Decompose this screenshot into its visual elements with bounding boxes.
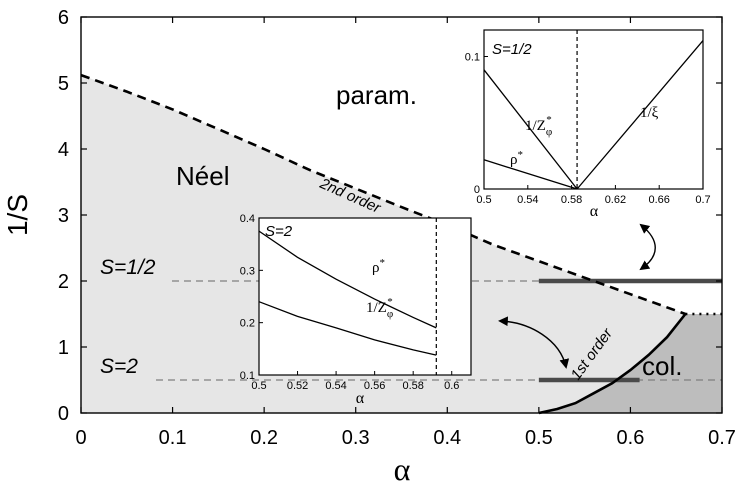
it-y-tick-label: 0	[474, 184, 480, 196]
inset-s-half-x-ticks: 0.5 0.54 0.58 0.62 0.66 0.7	[476, 185, 711, 206]
inset-s-half-background	[484, 30, 703, 189]
arrow-top-inset	[639, 223, 656, 271]
it-x-tick-label: 0.54	[517, 194, 538, 206]
second-order-line	[80, 73, 686, 316]
main-y-tick-label: 0	[58, 403, 69, 425]
main-x-tick-label: 0.5	[525, 427, 553, 449]
ib-y-tick-label: 0.1	[240, 370, 255, 382]
inset-s-half-label: S=1/2	[492, 41, 532, 58]
inset-s-two-frame	[258, 217, 472, 376]
main-y-tick-label: 4	[58, 139, 69, 161]
ib-x-tick-label: 0.6	[444, 380, 459, 392]
inset-s-two-rho-main: ρ	[372, 260, 380, 276]
neel-label: Néel	[176, 161, 229, 191]
inset-s-half-series-label-z: 1/Zφ*	[525, 114, 552, 138]
first-order-line	[538, 313, 687, 415]
collinear-region	[538, 314, 722, 413]
inset-s-half-series-label-rho: ρ*	[510, 149, 523, 168]
s-two-label: S=2	[100, 355, 138, 378]
it-x-tick-label: 0.7	[695, 194, 710, 206]
it-x-tick-label: 0.5	[476, 194, 491, 206]
inset-s-two: 0.5 0.52 0.54 0.56 0.58 0.6 0.1 0.2 0.3 0.4 α S=…	[240, 213, 472, 407]
it-x-tick-label: 0.66	[648, 194, 669, 206]
ib-y-tick-label: 0.2	[240, 318, 255, 330]
s-half-label: S=1/2	[100, 256, 156, 279]
ib-y-tick-label: 0.3	[240, 265, 255, 277]
main-x-tick-label: 0	[75, 427, 86, 449]
it-series-line	[576, 40, 704, 190]
ib-x-tick-label: 0.52	[287, 380, 308, 392]
main-y-ticks: 0 1 2 3 4 5 6	[58, 7, 722, 425]
main-x-tick-label: 0.1	[159, 427, 187, 449]
inset-s-two-background	[259, 218, 471, 375]
ib-y-tick-label: 0.4	[240, 213, 255, 225]
inset-s-two-z-sub: φ	[387, 308, 393, 320]
inset-s-half-series	[483, 40, 704, 190]
col-label: col.	[642, 351, 682, 381]
inset-s-two-series	[258, 230, 437, 356]
inset-s-two-x-label: α	[356, 390, 365, 407]
main-y-tick-label: 5	[58, 73, 69, 95]
inset-s-half-y-ticks: 00.1	[465, 52, 488, 196]
inset-s-half-z-sub: φ	[546, 126, 552, 138]
main-x-tick-label: 0.3	[342, 427, 370, 449]
param-label: param.	[336, 80, 417, 110]
ib-x-tick-label: 0.58	[402, 380, 423, 392]
ib-x-tick-label: 0.5	[251, 380, 266, 392]
inset-s-half: 0.5 0.54 0.58 0.62 0.66 0.7 00.1 α S=1/2 1/Zφ…	[465, 29, 711, 220]
main-y-tick-label: 6	[58, 7, 69, 29]
main-x-tick-label: 0.4	[433, 427, 461, 449]
inset-s-half-x-label: α	[590, 203, 599, 220]
main-y-axis-label: 1/S	[2, 194, 33, 236]
inset-s-two-series-label-z: 1/Zφ*	[366, 296, 393, 320]
it-x-tick-label: 0.58	[561, 194, 582, 206]
inset-s-two-rho-sup: *	[380, 257, 386, 269]
inset-s-half-rho-sup: *	[518, 149, 524, 161]
inset-s-half-z-sup: *	[546, 114, 552, 126]
inset-s-two-series-label-rho: ρ*	[372, 257, 385, 276]
it-series-line	[483, 159, 578, 190]
ib-x-tick-label: 0.54	[325, 380, 346, 392]
main-x-axis-label: α	[394, 451, 411, 487]
inset-s-two-z-sup: *	[387, 296, 393, 308]
main-y-tick-label: 1	[58, 337, 69, 359]
it-y-tick-label: 0.1	[465, 52, 480, 64]
main-y-tick-label: 3	[58, 205, 69, 227]
inset-s-half-series-label-xi: 1/ξ	[640, 105, 659, 121]
arrow-bottom-inset	[498, 316, 570, 369]
ib-x-tick-label: 0.56	[364, 380, 385, 392]
main-x-ticks: 0 0.1 0.2 0.3 0.4 0.5 0.6 0.7	[75, 17, 736, 449]
inset-s-half-frame	[483, 29, 704, 190]
s-half-label-text: S=1/2	[100, 256, 156, 279]
inset-s-two-z-main: 1/Z	[366, 300, 387, 316]
inset-s-half-z-main: 1/Z	[525, 118, 546, 134]
main-x-tick-label: 0.6	[617, 427, 645, 449]
s-range-bars	[538, 278, 722, 383]
inset-s-half-rho-main: ρ	[510, 152, 518, 168]
ib-series-line	[258, 301, 437, 356]
inset-s-two-y-ticks: 0.1 0.2 0.3 0.4	[240, 213, 263, 382]
main-x-tick-label: 0.7	[708, 427, 736, 449]
main-x-tick-label: 0.2	[250, 427, 278, 449]
inset-s-two-x-ticks: 0.5 0.52 0.54 0.56 0.58 0.6	[251, 371, 459, 392]
inset-s-two-label: S=2	[265, 223, 293, 240]
ib-series-line	[258, 230, 437, 329]
main-y-tick-label: 2	[58, 271, 69, 293]
it-series-line	[483, 69, 578, 190]
s-two-label-text: S=2	[100, 355, 138, 378]
it-x-tick-label: 0.62	[605, 194, 626, 206]
